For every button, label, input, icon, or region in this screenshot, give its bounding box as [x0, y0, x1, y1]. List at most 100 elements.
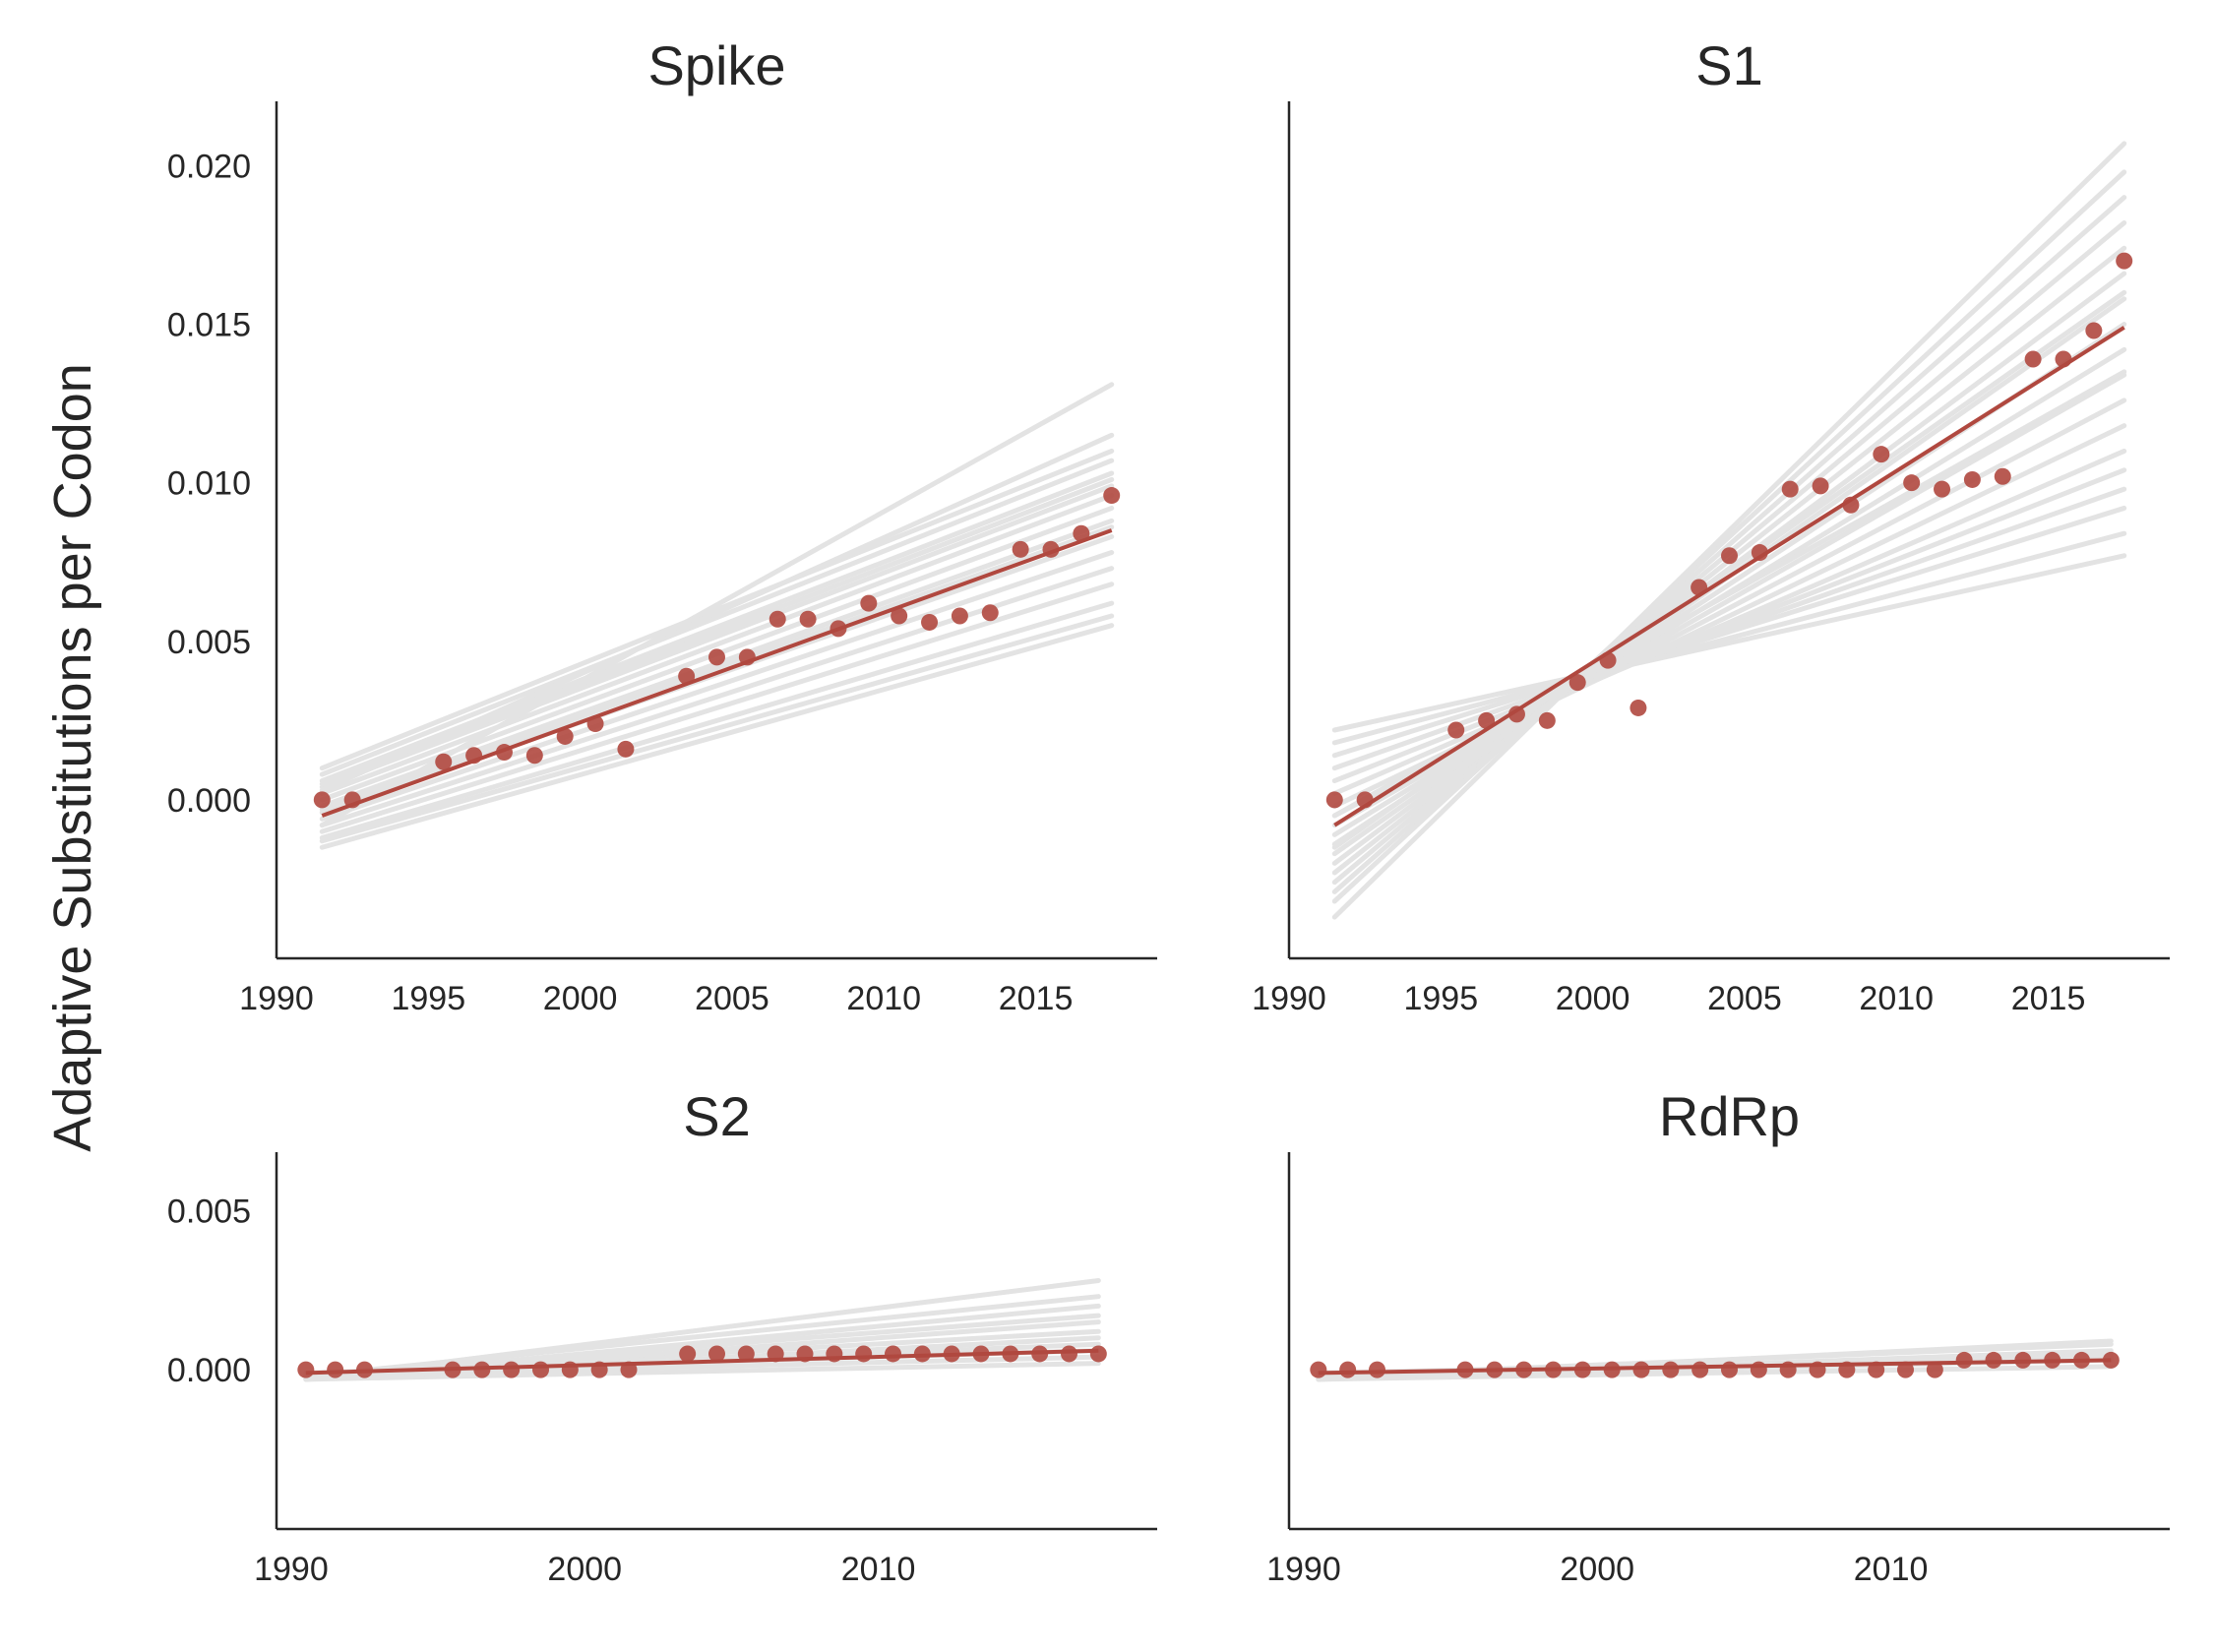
data-point	[313, 791, 331, 809]
data-point	[1089, 1345, 1107, 1363]
data-point	[737, 1345, 755, 1363]
data-point	[1751, 544, 1768, 562]
data-point	[1897, 1361, 1914, 1378]
data-point	[1073, 524, 1090, 542]
data-point	[343, 791, 361, 809]
data-point	[617, 740, 635, 758]
x-tick-label: 2005	[1707, 980, 1782, 1017]
data-point	[679, 1345, 697, 1363]
bootstrap-line	[319, 483, 1115, 790]
data-points	[297, 1345, 1107, 1378]
data-point	[503, 1361, 521, 1378]
bootstrap-line	[1331, 398, 2127, 819]
bootstrap-line	[1331, 195, 2127, 894]
data-point	[738, 648, 756, 666]
data-point	[1599, 651, 1617, 669]
data-point	[1721, 547, 1738, 565]
bootstrap-line	[1331, 141, 2127, 920]
data-point	[678, 667, 696, 685]
data-point	[913, 1345, 931, 1363]
data-point	[1061, 1345, 1077, 1363]
data-point	[1662, 1361, 1680, 1378]
data-points	[1325, 252, 2133, 809]
data-point	[951, 607, 968, 625]
bootstrap-line	[319, 448, 1115, 771]
data-point	[586, 715, 604, 733]
data-point	[1573, 1361, 1591, 1378]
data-point	[1545, 1361, 1562, 1378]
data-point	[830, 620, 847, 638]
bootstrap-line	[1331, 372, 2127, 828]
data-point	[2073, 1351, 2090, 1369]
data-point	[799, 610, 817, 628]
data-point	[444, 1361, 461, 1378]
data-point	[561, 1361, 579, 1378]
panel-title: S2	[683, 1085, 751, 1147]
data-point	[1721, 1361, 1738, 1378]
bootstrap-line	[1331, 505, 2127, 759]
bootstrap-line	[319, 550, 1115, 822]
data-point	[1903, 474, 1921, 492]
data-point	[1809, 1361, 1826, 1378]
data-point	[1031, 1345, 1049, 1363]
panel-title: S1	[1695, 34, 1763, 96]
data-point	[943, 1345, 960, 1363]
data-point	[855, 1345, 873, 1363]
data-point	[1926, 1361, 1943, 1378]
x-tick-label: 2000	[1560, 1551, 1634, 1588]
bootstrap-fits	[303, 1277, 1101, 1382]
data-point	[1012, 540, 1029, 558]
data-point	[2116, 252, 2133, 270]
data-point	[708, 648, 725, 666]
data-point	[620, 1361, 638, 1378]
data-points	[1310, 1351, 2120, 1378]
regression-line	[1318, 1358, 2112, 1376]
data-point	[1955, 1351, 1973, 1369]
data-point	[891, 607, 908, 625]
x-tick-label: 2015	[2011, 980, 2086, 1017]
panel-s1: 1990 1995 2000 2005 2010 2015 S1	[1252, 34, 2170, 1017]
data-point	[356, 1361, 373, 1378]
data-point	[465, 747, 483, 765]
x-tick-label: 2010	[846, 980, 921, 1017]
data-point	[1691, 1361, 1709, 1378]
data-point	[2014, 1351, 2032, 1369]
bootstrap-line	[319, 600, 1115, 841]
data-point	[1842, 496, 1860, 514]
x-tick-label: 1990	[1252, 980, 1326, 1017]
data-point	[1356, 791, 1374, 809]
data-point	[556, 727, 574, 745]
data-point	[1691, 579, 1708, 596]
data-point	[1868, 1361, 1885, 1378]
y-tick-label: 0.000	[167, 782, 251, 820]
bootstrap-line	[303, 1361, 1101, 1382]
data-point	[921, 613, 939, 631]
data-point	[796, 1345, 814, 1363]
data-point	[495, 744, 513, 762]
data-point	[1042, 540, 1060, 558]
data-point	[435, 753, 453, 770]
data-point	[532, 1361, 549, 1378]
data-point	[1369, 1361, 1385, 1378]
x-tick-label: 1995	[1403, 980, 1478, 1017]
regression-line	[1333, 326, 2125, 827]
x-tick-label: 2000	[1556, 980, 1630, 1017]
panel-title: Spike	[647, 34, 785, 96]
data-point	[1339, 1361, 1357, 1378]
data-point	[826, 1345, 843, 1363]
bootstrap-line	[303, 1277, 1101, 1382]
panel-rdrp: 1990 2000 2010 RdRp	[1266, 1085, 2170, 1588]
data-point	[297, 1361, 315, 1378]
data-point	[1478, 711, 1496, 729]
x-tick-label: 1990	[239, 980, 314, 1017]
bootstrap-line	[1331, 530, 2127, 746]
data-point	[1873, 446, 1890, 463]
x-tick-label: 2000	[543, 980, 618, 1017]
data-point	[1538, 711, 1556, 729]
bootstrap-line	[303, 1303, 1101, 1382]
panel-spike: 1990 1995 2000 2005 2010 2015 0.000 0.005 0.010 0…	[167, 34, 1157, 1017]
data-point	[1103, 487, 1121, 505]
data-point	[1934, 480, 1951, 498]
panels: 1990 1995 2000 2005 2010 2015 0.000 0.005 0.010 0…	[167, 34, 2170, 1588]
